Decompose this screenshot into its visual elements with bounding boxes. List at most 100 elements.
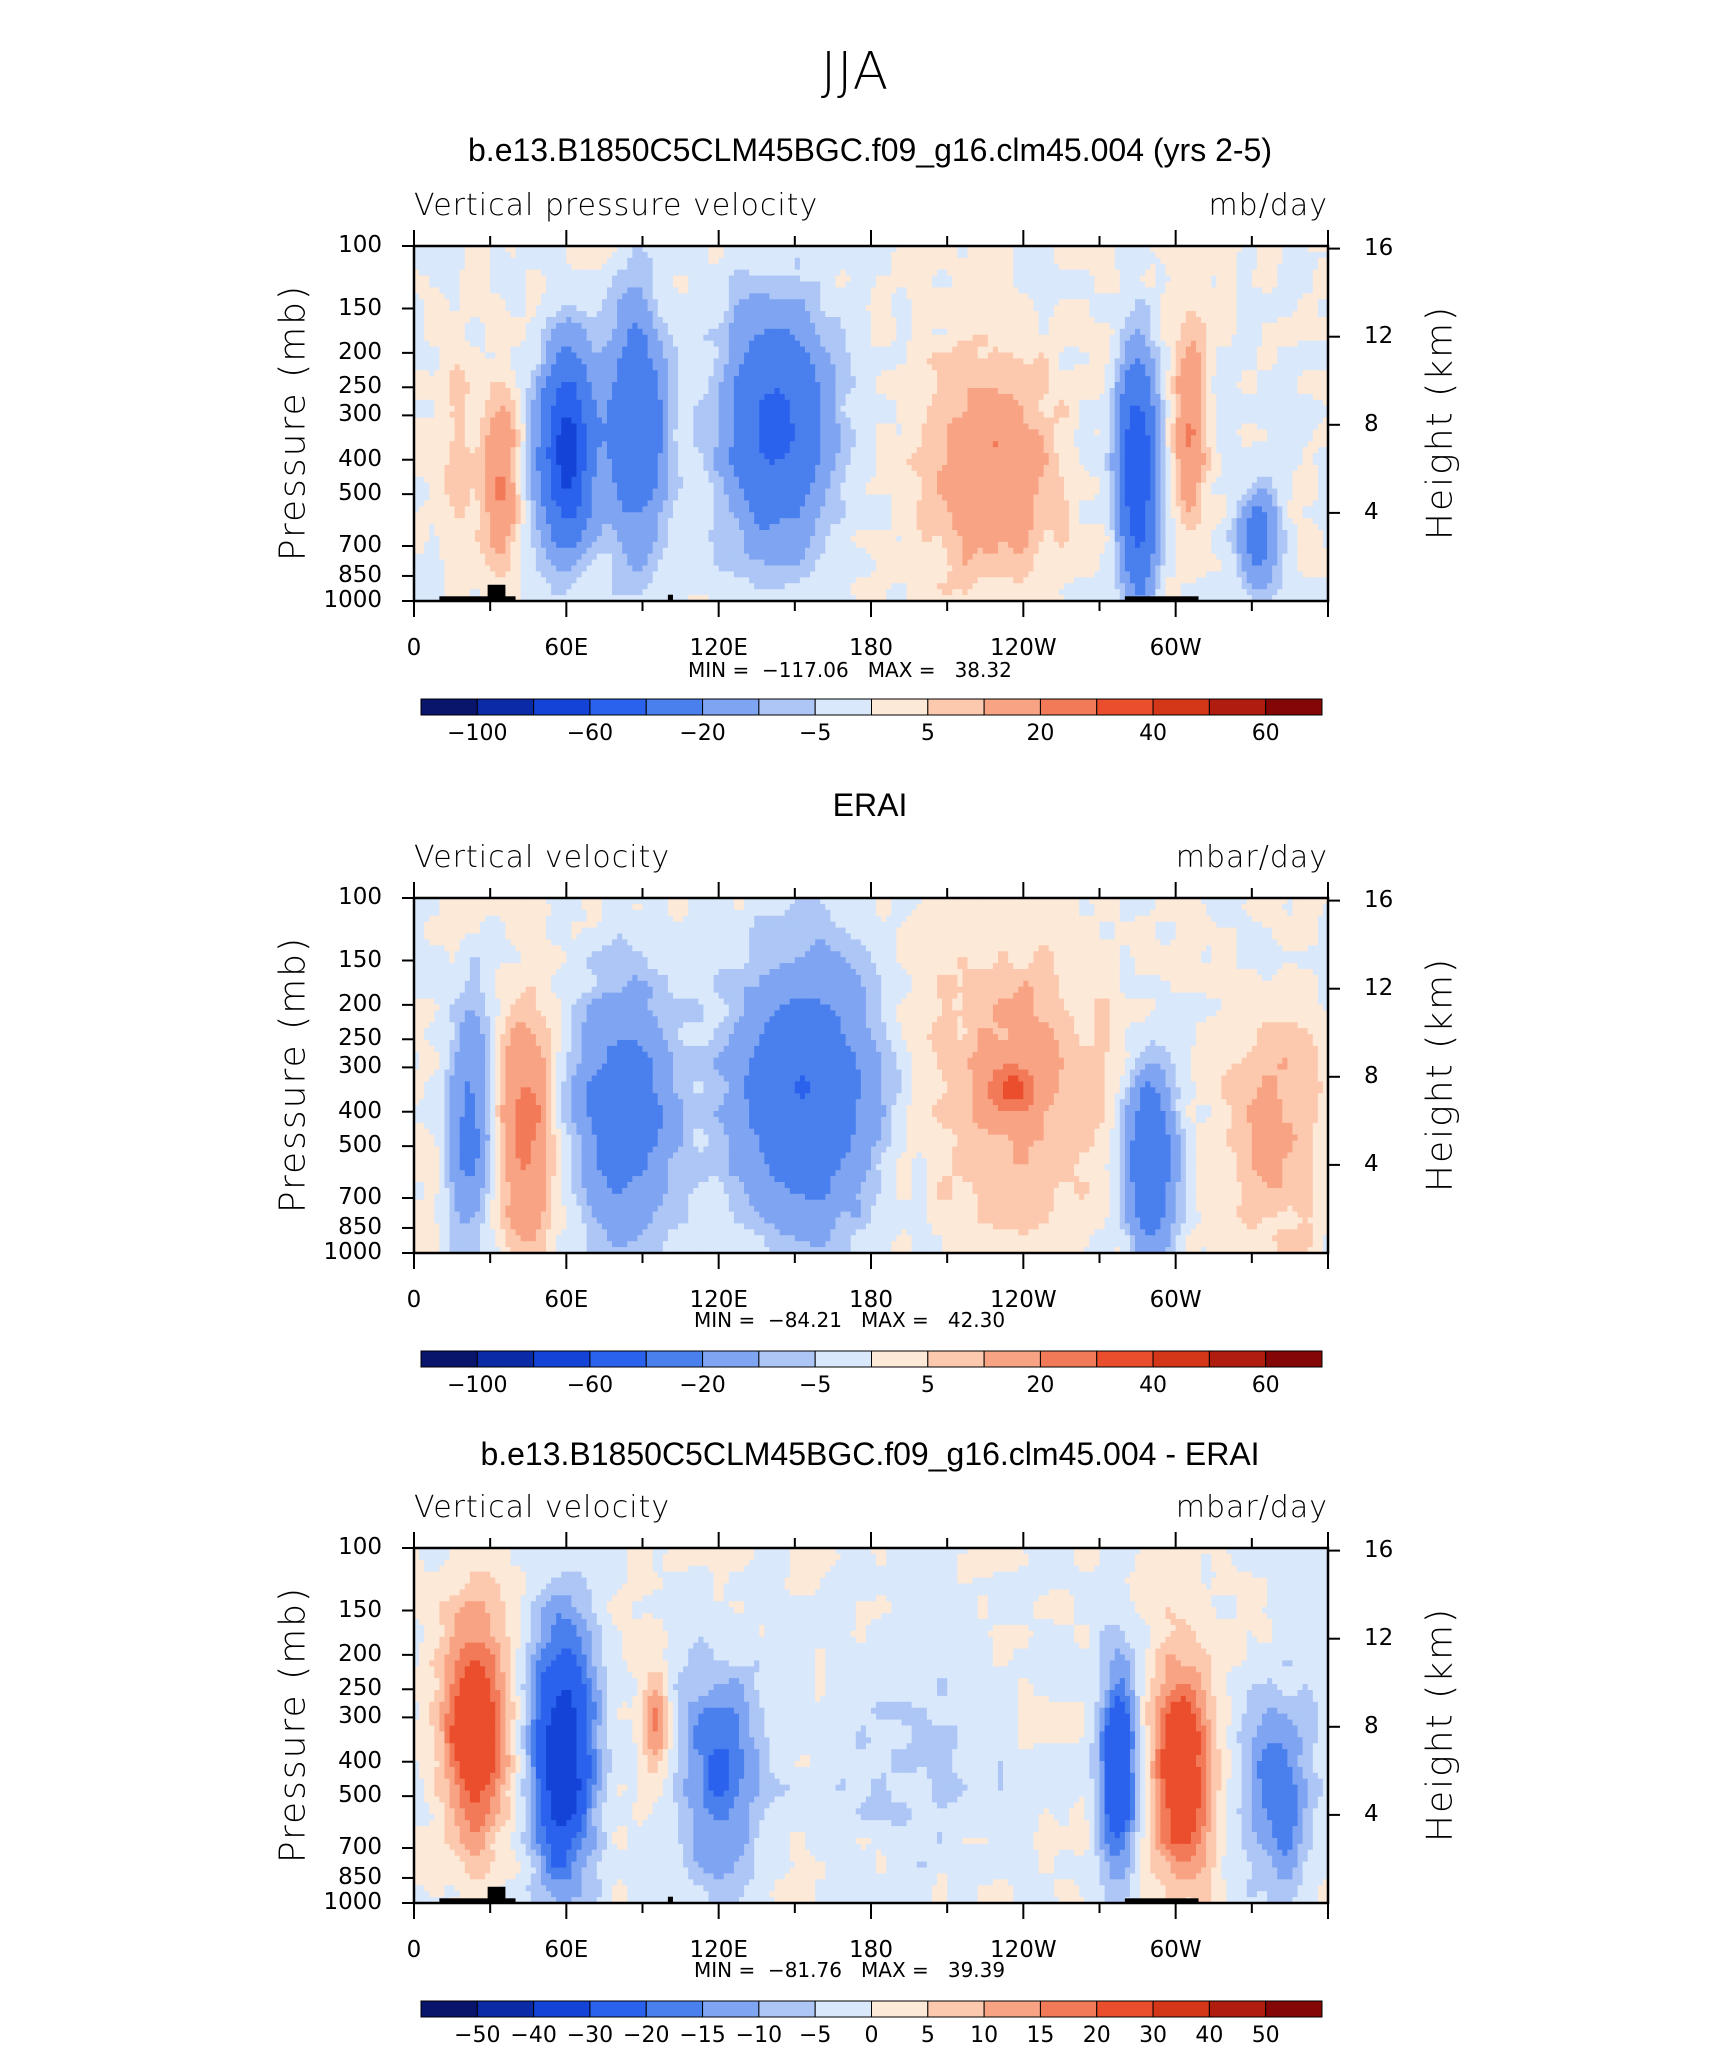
panel-3-colorbar [421, 2001, 1322, 2017]
colorbar-box [703, 1351, 759, 1367]
colorbar-label: 60 [1231, 1373, 1301, 1398]
colorbar-box [1153, 2001, 1209, 2017]
x-tick-label: 120E [674, 1937, 764, 1963]
colorbar-box [646, 1351, 702, 1367]
y-tick-label: 1000 [300, 1889, 382, 1915]
colorbar-box [1097, 699, 1153, 715]
colorbar-box [759, 699, 815, 715]
y-tick-label: 100 [300, 884, 382, 910]
colorbar-label: −5 [780, 1373, 850, 1398]
x-tick-label: 0 [369, 635, 459, 661]
panel-2-plot [402, 882, 1340, 1269]
colorbar-box [1266, 699, 1322, 715]
height-tick-label: 12 [1364, 1625, 1393, 1651]
colorbar-box [703, 2001, 759, 2017]
colorbar-label: −20 [668, 721, 738, 746]
colorbar-label: −60 [555, 721, 625, 746]
panel-1-contour-field [414, 246, 1329, 602]
colorbar-box [534, 699, 590, 715]
height-tick-label: 8 [1364, 1713, 1379, 1739]
colorbar-label: 5 [893, 1373, 963, 1398]
colorbar-box [984, 1351, 1040, 1367]
height-tick-label: 4 [1364, 1151, 1379, 1177]
colorbar-box [590, 699, 646, 715]
y-tick-label: 1000 [300, 587, 382, 613]
panel-2-contour-field [414, 898, 1329, 1254]
x-tick-label: 60W [1131, 1287, 1221, 1313]
colorbar-box [534, 2001, 590, 2017]
colorbar-box [815, 699, 871, 715]
colorbar-box [477, 1351, 533, 1367]
colorbar-box [421, 1351, 477, 1367]
x-tick-label: 120W [978, 1937, 1068, 1963]
panel-2-colorbar [421, 1351, 1322, 1367]
colorbar-box [646, 699, 702, 715]
height-tick-label: 4 [1364, 499, 1379, 525]
colorbar-box [646, 2001, 702, 2017]
height-tick-label: 4 [1364, 1801, 1379, 1827]
colorbar-box [928, 2001, 984, 2017]
colorbar-box [759, 2001, 815, 2017]
colorbar-box [1040, 2001, 1096, 2017]
colorbar-label: −5 [780, 721, 850, 746]
colorbar-box [872, 699, 928, 715]
colorbar-box [1153, 1351, 1209, 1367]
colorbar-label: −60 [555, 1373, 625, 1398]
colorbar-box [1209, 1351, 1265, 1367]
x-tick-label: 0 [369, 1287, 459, 1313]
y-tick-label: 100 [300, 232, 382, 258]
colorbar-label: 5 [893, 721, 963, 746]
colorbar-label: −100 [442, 1373, 512, 1398]
y-tick-label: 100 [300, 1534, 382, 1560]
colorbar-label: 20 [1005, 1373, 1075, 1398]
colorbar-box [872, 2001, 928, 2017]
height-tick-label: 16 [1364, 235, 1393, 261]
height-tick-label: 8 [1364, 411, 1379, 437]
colorbar-box [1097, 1351, 1153, 1367]
colorbar-box [928, 699, 984, 715]
panel-1-plot [402, 230, 1340, 617]
colorbar-box [815, 2001, 871, 2017]
x-tick-label: 60E [521, 1937, 611, 1963]
colorbar-box [421, 699, 477, 715]
colorbar-box [1209, 699, 1265, 715]
colorbar-box [759, 1351, 815, 1367]
colorbar-box [1040, 699, 1096, 715]
x-tick-label: 60W [1131, 1937, 1221, 1963]
colorbar-label: 40 [1118, 721, 1188, 746]
x-tick-label: 120W [978, 635, 1068, 661]
colorbar-box [984, 699, 1040, 715]
x-tick-label: 120E [674, 635, 764, 661]
colorbar-box [984, 2001, 1040, 2017]
panel-3-contour-field [414, 1548, 1329, 1904]
colorbar-box [1209, 2001, 1265, 2017]
x-tick-label: 180 [826, 635, 916, 661]
y2-axis-title: Height (km) [1420, 292, 1461, 552]
x-tick-label: 180 [826, 1937, 916, 1963]
x-tick-label: 60E [521, 1287, 611, 1313]
y-axis-title: Pressure (mb) [273, 257, 314, 587]
x-tick-label: 0 [369, 1937, 459, 1963]
colorbar-box [1097, 2001, 1153, 2017]
colorbar-box [590, 2001, 646, 2017]
x-tick-label: 120E [674, 1287, 764, 1313]
topography-mask [488, 585, 506, 601]
colorbar-box [421, 2001, 477, 2017]
colorbar-box [815, 1351, 871, 1367]
height-tick-label: 16 [1364, 887, 1393, 913]
colorbar-label: −100 [442, 721, 512, 746]
height-tick-label: 12 [1364, 323, 1393, 349]
colorbar-box [1266, 1351, 1322, 1367]
colorbar-label: 20 [1005, 721, 1075, 746]
colorbar-label: −20 [668, 1373, 738, 1398]
topography-mask [488, 1887, 506, 1903]
colorbar-box [1040, 1351, 1096, 1367]
height-tick-label: 8 [1364, 1063, 1379, 1089]
x-tick-label: 60E [521, 635, 611, 661]
height-tick-label: 16 [1364, 1537, 1393, 1563]
panel-3-plot [402, 1532, 1340, 1919]
colorbar-box [928, 1351, 984, 1367]
colorbar-box [477, 2001, 533, 2017]
height-tick-label: 12 [1364, 975, 1393, 1001]
colorbar-box [1153, 699, 1209, 715]
